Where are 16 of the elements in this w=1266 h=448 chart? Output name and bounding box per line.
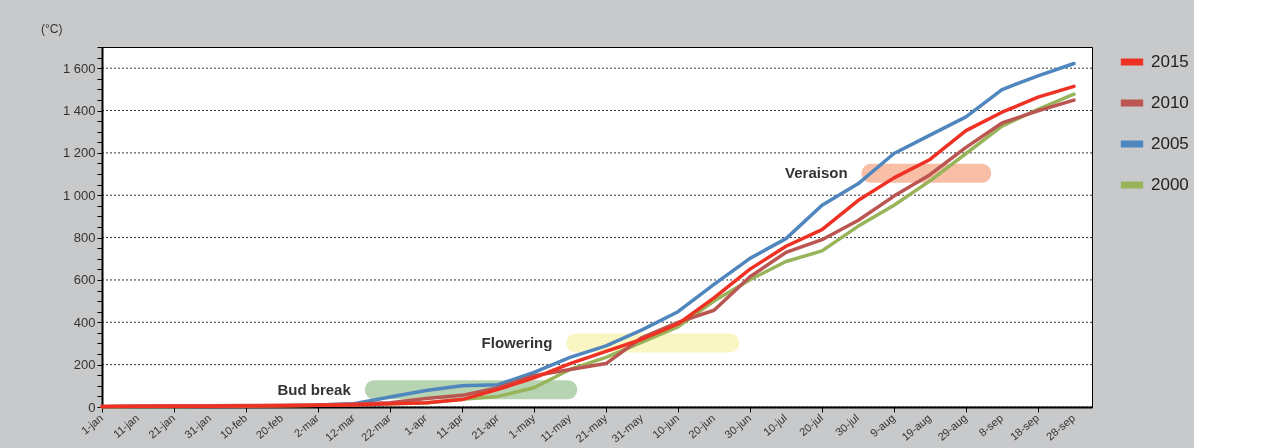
- y-tick-label: 1 000: [62, 187, 96, 203]
- y-tick-label: 600: [73, 272, 96, 288]
- annotation: Veraison: [785, 164, 848, 182]
- y-tick-label: 400: [73, 314, 96, 330]
- y-tick-label: 1 200: [62, 145, 96, 161]
- y-tick-label: 1 400: [62, 103, 96, 119]
- y-tick-label: 800: [73, 230, 96, 246]
- y-tick-label: 200: [73, 357, 96, 373]
- legend-label: 2005: [1151, 134, 1189, 153]
- y-tick-label: 1 600: [62, 60, 96, 76]
- legend-label: 2000: [1151, 175, 1189, 194]
- y-axis-title: (°C): [41, 21, 63, 36]
- annotation: Bud break: [277, 380, 352, 398]
- legend-label: 2015: [1151, 52, 1189, 71]
- annotation: Flowering: [481, 334, 553, 352]
- legend-label: 2010: [1151, 93, 1189, 112]
